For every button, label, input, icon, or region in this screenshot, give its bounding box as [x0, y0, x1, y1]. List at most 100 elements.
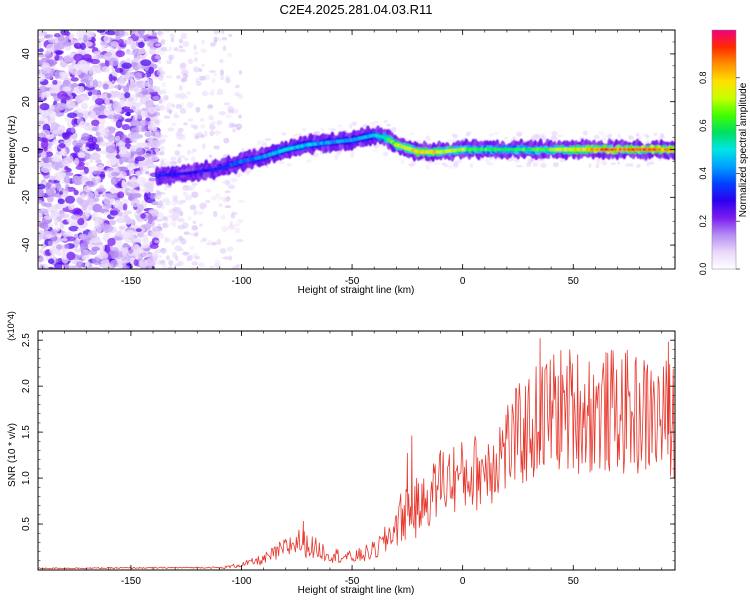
sparse-noise-blob [205, 243, 212, 246]
sparse-noise-blob [174, 263, 180, 266]
noise-blob [74, 190, 79, 195]
noise-blob [134, 72, 142, 80]
sparse-noise-blob [207, 105, 213, 109]
halo-blob [512, 136, 516, 139]
noise-blob [136, 248, 140, 254]
noise-blob [40, 160, 44, 168]
noise-blob [36, 124, 42, 129]
noise-blob [126, 38, 133, 46]
noise-blob [133, 259, 138, 266]
halo-blob [426, 165, 429, 170]
noise-blob [120, 99, 125, 106]
sparse-noise-blob [208, 92, 214, 96]
halo-blob [588, 164, 591, 168]
noise-blob [42, 110, 49, 118]
sparse-noise-blob [223, 180, 230, 184]
noise-blob [106, 52, 112, 57]
sparse-noise-blob [156, 204, 162, 209]
sparse-noise-blob [213, 73, 217, 77]
noise-blob [42, 63, 49, 68]
noise-blob [90, 59, 100, 64]
noise-blob [46, 182, 51, 189]
noise-blob [142, 253, 151, 257]
noise-blob [136, 93, 144, 98]
sparse-noise-blob [156, 51, 160, 56]
noise-blob [51, 158, 61, 163]
noise-blob [118, 78, 125, 86]
sparse-noise-blob [205, 200, 211, 203]
sparse-noise-blob [192, 261, 198, 265]
noise-blob [135, 156, 145, 161]
sparse-noise-blob [225, 205, 231, 208]
noise-blob [129, 167, 134, 175]
noise-blob [153, 96, 160, 101]
noise-blob [91, 111, 96, 115]
noise-blob [74, 158, 79, 166]
sparse-noise-blob [228, 255, 232, 261]
sparse-noise-blob [157, 90, 162, 95]
noise-blob [67, 112, 77, 118]
sparse-noise-blob [156, 259, 161, 264]
sparse-noise-blob [172, 54, 175, 59]
noise-blob [100, 263, 111, 268]
halo-blob [338, 124, 343, 127]
y-tick-label: 0.5 [21, 517, 32, 531]
noise-blob [80, 194, 86, 199]
noise-blob [56, 184, 61, 188]
noise-blob [83, 186, 90, 192]
noise-blob [64, 244, 70, 249]
sparse-noise-blob [212, 242, 217, 246]
noise-blob [45, 92, 51, 96]
sparse-noise-blob [186, 91, 191, 95]
noise-blob [105, 31, 116, 36]
noise-blob [113, 102, 122, 110]
noise-blob [80, 243, 86, 249]
noise-blob [109, 58, 119, 67]
noise-blob [116, 95, 124, 99]
sparse-noise-blob [239, 70, 243, 74]
noise-blob [81, 103, 88, 110]
sparse-noise-blob [154, 240, 160, 243]
sparse-noise-blob [178, 248, 184, 251]
sparse-noise-blob [225, 78, 230, 84]
noise-blob [83, 34, 87, 43]
sparse-noise-blob [215, 130, 218, 136]
halo-blob [617, 134, 621, 138]
noise-blob [56, 51, 63, 55]
noise-blob [125, 71, 134, 80]
sparse-noise-blob [174, 150, 180, 156]
x-tick-label: -150 [121, 276, 141, 287]
halo-blob [383, 152, 389, 156]
noise-blob [106, 145, 117, 153]
noise-blob [101, 45, 107, 51]
halo-blob [494, 132, 497, 136]
noise-blob [77, 60, 87, 69]
halo-blob [516, 132, 522, 137]
sparse-noise-blob [164, 106, 171, 110]
halo-blob [504, 137, 508, 140]
noise-blob [110, 210, 119, 215]
noise-blob [125, 112, 131, 116]
noise-blob [103, 35, 110, 42]
spectrogram-y-label: Frequency (Hz) [7, 116, 18, 185]
y-tick-label: 1.5 [21, 425, 32, 439]
sparse-noise-blob [228, 123, 234, 129]
sparse-noise-blob [201, 134, 205, 138]
halo-blob [598, 130, 605, 135]
noise-blob [114, 114, 123, 119]
colorbar-tick-label: 0.2 [698, 215, 708, 228]
noise-blob [119, 146, 128, 151]
sparse-noise-blob [237, 219, 243, 223]
noise-blob [39, 117, 48, 121]
halo-blob [557, 135, 563, 138]
sparse-noise-blob [191, 225, 198, 230]
sparse-noise-blob [177, 158, 181, 164]
sparse-noise-blob [201, 64, 205, 67]
noise-blob [35, 60, 43, 66]
noise-blob [143, 183, 152, 188]
sparse-noise-blob [161, 39, 166, 43]
sparse-noise-blob [235, 227, 240, 233]
sparse-noise-blob [163, 186, 168, 191]
sparse-noise-blob [158, 75, 164, 81]
